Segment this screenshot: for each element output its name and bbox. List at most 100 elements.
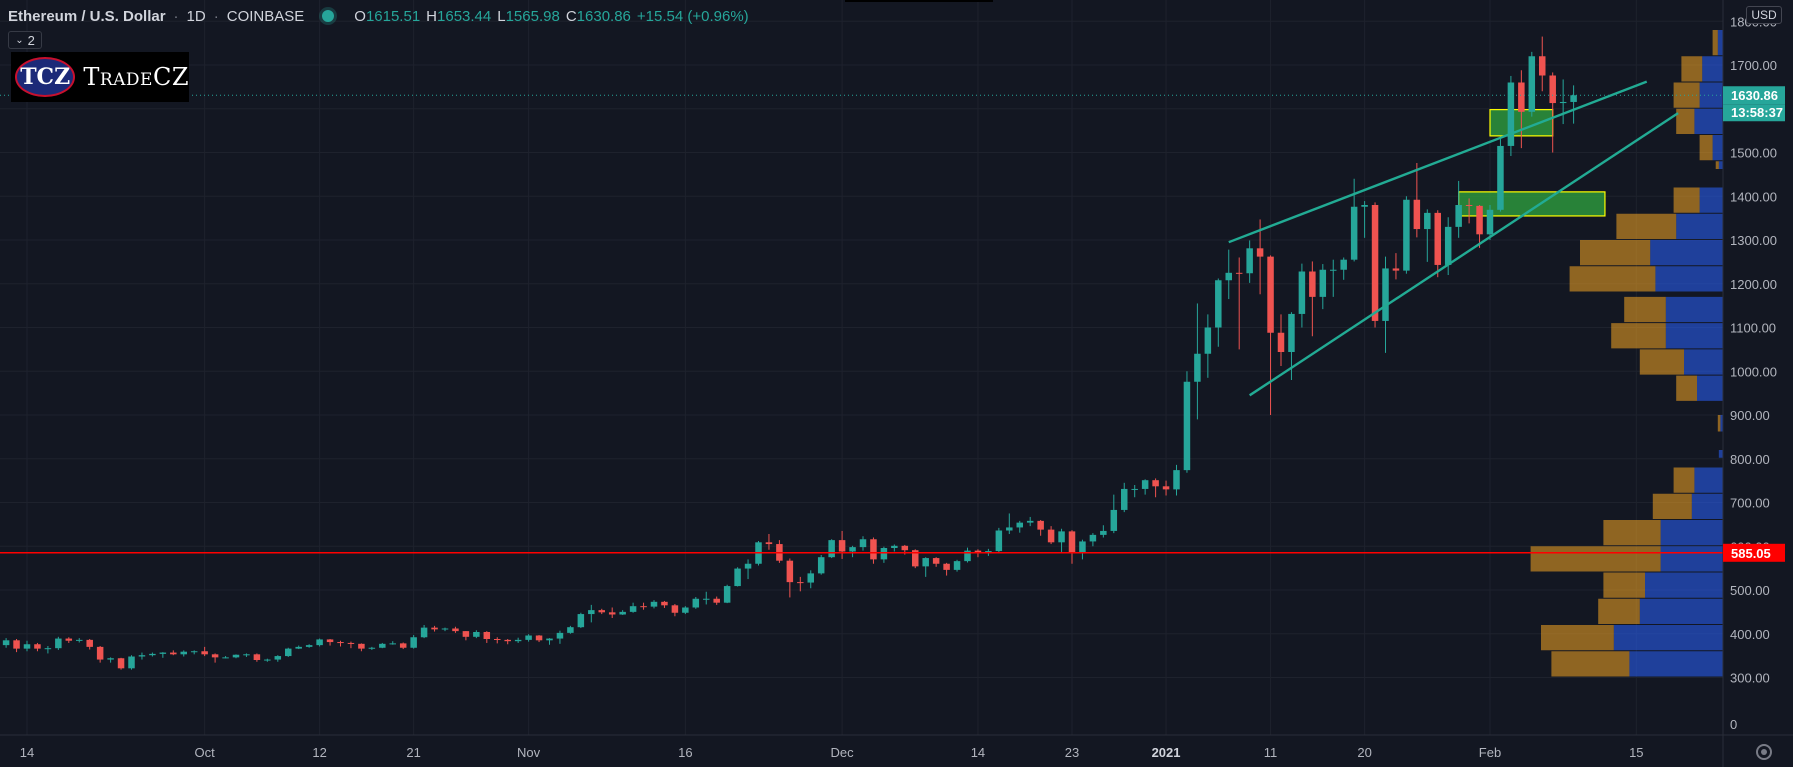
candle (389, 641, 396, 645)
candle-body (23, 644, 31, 649)
close-value: 1630.86 (576, 7, 631, 25)
candle (932, 557, 940, 567)
channel-upper (1228, 80, 1648, 244)
candle (1392, 253, 1400, 280)
candle-body (55, 638, 62, 649)
candle (1225, 249, 1232, 300)
header-separator: · (173, 7, 179, 25)
candle-body (358, 643, 365, 649)
candle (305, 644, 313, 648)
candle-body (786, 560, 794, 583)
candle (337, 640, 344, 647)
candle-body (76, 639, 83, 641)
candle (1403, 196, 1410, 274)
candle (138, 652, 146, 660)
gear-icon[interactable] (1756, 744, 1772, 760)
volume-profile-bar-down (1712, 30, 1718, 56)
candle (170, 650, 177, 656)
candle (1173, 464, 1180, 496)
price-tick-label: 1000.00 (1730, 364, 1777, 379)
volume-profile-bar-down (1580, 240, 1651, 266)
candle (1256, 219, 1264, 295)
symbol-title[interactable]: Ethereum / U.S. Dollar (8, 7, 166, 25)
candle (1371, 202, 1379, 328)
candle-body (1382, 268, 1389, 321)
candle (692, 597, 700, 609)
low-label: L (497, 7, 506, 25)
candle (1194, 303, 1201, 420)
candle (243, 653, 250, 657)
candle-body (117, 658, 125, 669)
candle (953, 559, 961, 572)
candle-body (1549, 75, 1556, 104)
candle (964, 547, 971, 563)
candle-body (514, 639, 522, 642)
price-tick-label: 700.00 (1730, 496, 1770, 511)
price-tick-label: 900.00 (1730, 408, 1770, 423)
candle-body (86, 639, 93, 647)
candle (588, 604, 595, 623)
support-price-badge-bg (1723, 543, 1785, 562)
candle-body (1371, 205, 1379, 321)
candle (253, 653, 261, 662)
candle-body (431, 627, 438, 630)
candle (473, 630, 480, 639)
volume-profile-bar-up (1613, 625, 1723, 651)
candle (661, 600, 668, 608)
open-label: O (354, 7, 366, 25)
volume-profile-bar-up (1694, 467, 1723, 493)
candle-body (1298, 271, 1306, 314)
candle (1476, 205, 1483, 248)
candle-body (797, 582, 804, 584)
candle-body (1026, 520, 1034, 523)
candle-body (2, 640, 10, 646)
candle-body (682, 607, 689, 613)
candle (399, 642, 407, 650)
candle (870, 537, 877, 564)
candle (619, 610, 626, 615)
candle (1424, 209, 1431, 262)
candle-body (1434, 212, 1441, 265)
candle (326, 639, 334, 646)
candle-body (849, 547, 856, 552)
volume-profile-bar-down (1611, 323, 1666, 349)
candle (703, 591, 710, 605)
volume-profile-bar-up (1712, 135, 1723, 161)
candle-body (1235, 272, 1243, 274)
volume-profile-bar-down (1699, 135, 1713, 161)
interval-label[interactable]: 1D (186, 7, 206, 25)
candle-body (1309, 271, 1316, 297)
candle (1298, 263, 1306, 328)
volume-profile-bar-down (1681, 56, 1703, 82)
chevron-down-icon: ⌄ (15, 34, 24, 46)
candle-body (138, 655, 146, 657)
candle-body (1570, 95, 1577, 102)
candle (441, 627, 449, 632)
volume-profile-bar-up (1655, 266, 1723, 292)
tradecz-logo: TCZ TradeCZ (11, 52, 189, 102)
logo-badge: TCZ (15, 57, 76, 97)
candle (232, 654, 240, 659)
volume-profile-bar-down (1673, 467, 1695, 493)
candle-body (870, 539, 877, 560)
candle-body (295, 646, 302, 649)
volume-profile-bar-down (1639, 349, 1684, 375)
candle-body (65, 638, 73, 641)
volume-profile-bar-up (1697, 375, 1723, 401)
candle (734, 567, 741, 587)
time-tick-label: 16 (678, 745, 692, 760)
volume-profile-bar-up (1650, 240, 1723, 266)
indicators-toggle-button[interactable]: ⌄ 2 (8, 31, 42, 49)
candle-body (201, 651, 208, 655)
candle (1183, 371, 1191, 473)
candle-body (723, 586, 731, 603)
candle (1559, 79, 1567, 125)
candle (159, 652, 167, 658)
exchange-label: COINBASE (226, 7, 305, 25)
candle (838, 530, 846, 559)
candle (1330, 259, 1337, 297)
candle (1413, 163, 1421, 238)
volume-profile-bar-up (1665, 323, 1723, 349)
currency-label[interactable]: USD (1746, 6, 1782, 24)
